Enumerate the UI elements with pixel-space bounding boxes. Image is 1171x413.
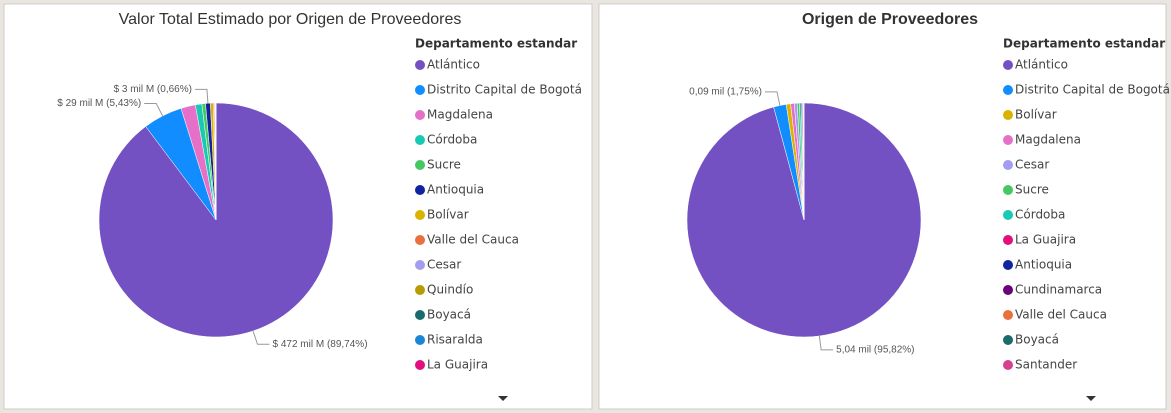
data-label: $ 3 mil M (0,66%)	[114, 84, 192, 95]
legend-label: Boyacá	[1015, 333, 1059, 347]
legend-title: Departamento estandar	[415, 37, 577, 51]
legend-label: La Guajira	[427, 358, 488, 372]
legend-marker	[1003, 260, 1013, 270]
legend-label: Antioquia	[1015, 258, 1072, 272]
legend-marker	[415, 210, 425, 220]
leader-line	[144, 102, 164, 117]
legend-marker	[415, 185, 425, 195]
legend-label: Quindío	[427, 283, 473, 297]
legend-marker	[1003, 210, 1013, 220]
leader-line	[764, 91, 781, 106]
legend-marker	[415, 85, 425, 95]
legend-label: Valle del Cauca	[1015, 308, 1107, 322]
legend-label: Valle del Cauca	[427, 233, 519, 247]
legend-label: Atlántico	[427, 58, 480, 72]
legend-marker	[415, 135, 425, 145]
legend-marker	[1003, 135, 1013, 145]
legend-label: Distrito Capital de Bogotá	[427, 83, 582, 97]
leader-line	[252, 330, 270, 345]
legend-marker	[415, 285, 425, 295]
legend-label: Bolívar	[427, 208, 469, 222]
leader-line	[194, 88, 209, 104]
legend-label: Sucre	[1015, 183, 1049, 197]
legend-marker	[415, 235, 425, 245]
legend-label: Risaralda	[427, 333, 483, 347]
legend-marker	[415, 260, 425, 270]
legend-label: Magdalena	[1015, 133, 1081, 147]
legend-marker	[1003, 160, 1013, 170]
legend-label: Cundinamarca	[1015, 283, 1102, 297]
data-label: 0,09 mil (1,75%)	[689, 86, 762, 97]
scroll-arrow[interactable]	[498, 396, 508, 401]
legend-marker	[1003, 85, 1013, 95]
legend-label: Córdoba	[427, 133, 477, 147]
legend-marker	[415, 360, 425, 370]
legend-marker	[415, 335, 425, 345]
data-label: 5,04 mil (95,82%)	[836, 345, 914, 356]
legend-label: Córdoba	[1015, 208, 1065, 222]
leader-line	[818, 335, 834, 351]
legend-marker	[415, 160, 425, 170]
legend-label: Antioquia	[427, 183, 484, 197]
legend-marker	[1003, 285, 1013, 295]
legend-marker	[1003, 360, 1013, 370]
legend-label: Distrito Capital de Bogotá	[1015, 83, 1170, 97]
legend-label: Cesar	[1015, 158, 1049, 172]
legend-label: Magdalena	[427, 108, 493, 122]
chart-title: Origen de Proveedores	[802, 11, 978, 28]
legend-label: Santander	[1015, 358, 1077, 372]
legend-label: Bolívar	[1015, 108, 1057, 122]
chart-title: Valor Total Estimado por Origen de Prove…	[119, 11, 462, 28]
legend-marker	[1003, 335, 1013, 345]
legend-marker	[1003, 110, 1013, 120]
legend-marker	[1003, 60, 1013, 70]
data-label: $ 472 mil M (89,74%)	[272, 339, 367, 350]
legend-label: Sucre	[427, 158, 461, 172]
legend-marker	[415, 60, 425, 70]
legend-marker	[415, 110, 425, 120]
legend-label: Atlántico	[1015, 58, 1068, 72]
legend-marker	[1003, 235, 1013, 245]
legend-label: Cesar	[427, 258, 461, 272]
scroll-arrow[interactable]	[1086, 396, 1096, 401]
data-label: $ 29 mil M (5,43%)	[57, 98, 141, 109]
legend-marker	[415, 310, 425, 320]
legend-marker	[1003, 185, 1013, 195]
legend-title: Departamento estandar	[1003, 37, 1165, 51]
legend-label: Boyacá	[427, 308, 471, 322]
legend-marker	[1003, 310, 1013, 320]
legend-label: La Guajira	[1015, 233, 1076, 247]
